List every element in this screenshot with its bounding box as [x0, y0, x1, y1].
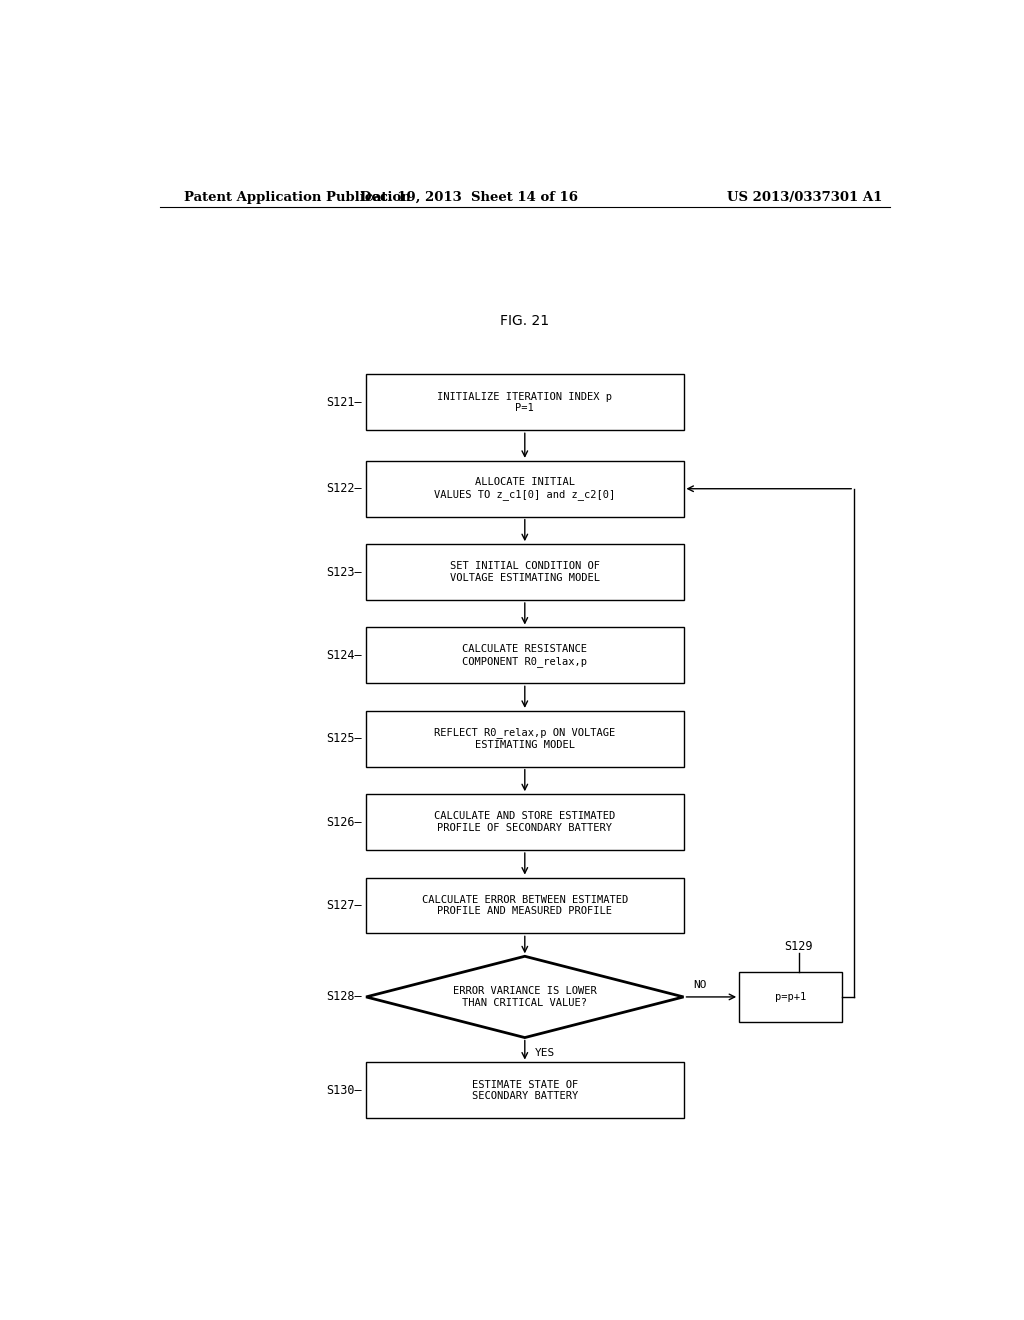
Text: ALLOCATE INITIAL
VALUES TO z_c1[0] and z_c2[0]: ALLOCATE INITIAL VALUES TO z_c1[0] and z…: [434, 478, 615, 500]
Text: ERROR VARIANCE IS LOWER
THAN CRITICAL VALUE?: ERROR VARIANCE IS LOWER THAN CRITICAL VA…: [453, 986, 597, 1007]
Text: YES: YES: [535, 1048, 555, 1057]
Text: NO: NO: [693, 979, 707, 990]
Text: US 2013/0337301 A1: US 2013/0337301 A1: [727, 190, 882, 203]
FancyBboxPatch shape: [367, 710, 684, 767]
FancyBboxPatch shape: [367, 544, 684, 601]
Text: S127—: S127—: [327, 899, 362, 912]
Text: INITIALIZE ITERATION INDEX p
P=1: INITIALIZE ITERATION INDEX p P=1: [437, 392, 612, 413]
Text: CALCULATE AND STORE ESTIMATED
PROFILE OF SECONDARY BATTERY: CALCULATE AND STORE ESTIMATED PROFILE OF…: [434, 812, 615, 833]
FancyBboxPatch shape: [367, 795, 684, 850]
Text: Patent Application Publication: Patent Application Publication: [183, 190, 411, 203]
FancyBboxPatch shape: [367, 375, 684, 430]
Text: S124—: S124—: [327, 649, 362, 661]
Text: S121—: S121—: [327, 396, 362, 409]
Text: S130—: S130—: [327, 1084, 362, 1097]
Text: FIG. 21: FIG. 21: [501, 314, 549, 329]
FancyBboxPatch shape: [367, 627, 684, 684]
Text: S129: S129: [784, 940, 813, 953]
Text: REFLECT R0_relax,p ON VOLTAGE
ESTIMATING MODEL: REFLECT R0_relax,p ON VOLTAGE ESTIMATING…: [434, 727, 615, 750]
Text: p=p+1: p=p+1: [775, 991, 806, 1002]
Text: CALCULATE ERROR BETWEEN ESTIMATED
PROFILE AND MEASURED PROFILE: CALCULATE ERROR BETWEEN ESTIMATED PROFIL…: [422, 895, 628, 916]
Text: S122—: S122—: [327, 482, 362, 495]
FancyBboxPatch shape: [367, 461, 684, 516]
Text: S126—: S126—: [327, 816, 362, 829]
Text: Dec. 19, 2013  Sheet 14 of 16: Dec. 19, 2013 Sheet 14 of 16: [360, 190, 579, 203]
Polygon shape: [367, 956, 684, 1038]
Text: S123—: S123—: [327, 565, 362, 578]
FancyBboxPatch shape: [367, 878, 684, 933]
Text: S125—: S125—: [327, 733, 362, 746]
Text: S128—: S128—: [327, 990, 362, 1003]
Text: CALCULATE RESISTANCE
COMPONENT R0_relax,p: CALCULATE RESISTANCE COMPONENT R0_relax,…: [462, 644, 588, 667]
FancyBboxPatch shape: [739, 972, 842, 1022]
FancyBboxPatch shape: [367, 1063, 684, 1118]
Text: ESTIMATE STATE OF
SECONDARY BATTERY: ESTIMATE STATE OF SECONDARY BATTERY: [472, 1080, 578, 1101]
Text: SET INITIAL CONDITION OF
VOLTAGE ESTIMATING MODEL: SET INITIAL CONDITION OF VOLTAGE ESTIMAT…: [450, 561, 600, 583]
